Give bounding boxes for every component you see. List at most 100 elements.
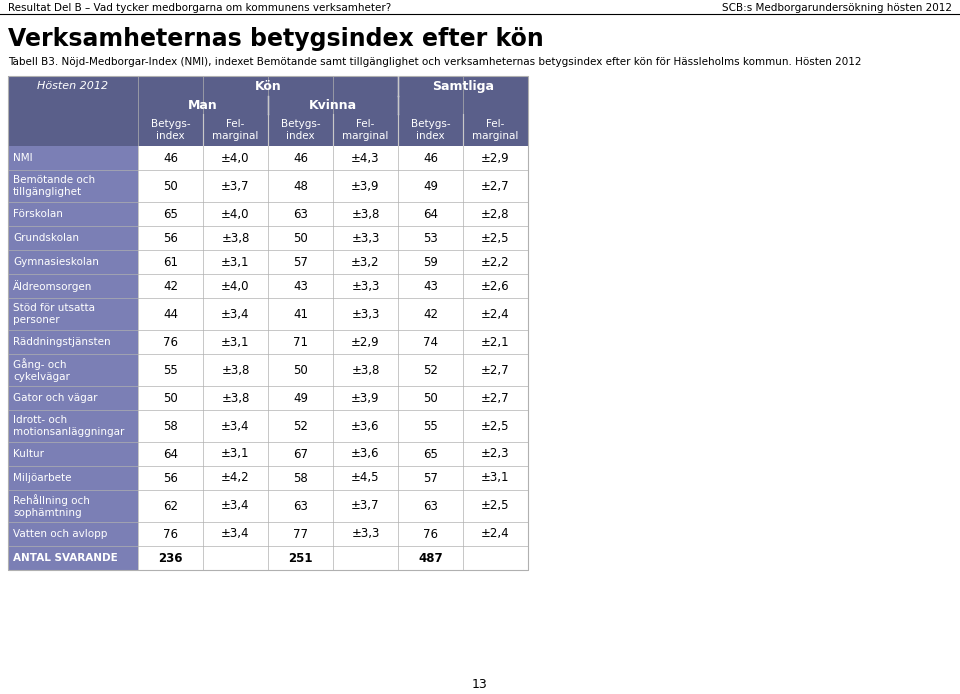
- Bar: [398, 442, 463, 466]
- Text: 57: 57: [293, 255, 308, 269]
- Text: ±2,5: ±2,5: [481, 419, 510, 432]
- Bar: [138, 226, 203, 250]
- Text: Betygs-
index: Betygs- index: [151, 119, 190, 141]
- Text: 44: 44: [163, 307, 178, 321]
- Bar: [333, 298, 398, 330]
- Bar: [138, 546, 203, 570]
- Bar: [463, 114, 528, 146]
- Bar: [268, 114, 333, 146]
- Text: ±2,5: ±2,5: [481, 232, 510, 244]
- Text: 58: 58: [163, 419, 178, 432]
- Bar: [268, 546, 333, 570]
- Text: 41: 41: [293, 307, 308, 321]
- Bar: [463, 298, 528, 330]
- Bar: [138, 76, 398, 96]
- Bar: [203, 114, 268, 146]
- Bar: [8, 202, 138, 226]
- Text: ±3,6: ±3,6: [351, 419, 380, 432]
- Text: ±2,4: ±2,4: [481, 307, 510, 321]
- Bar: [203, 274, 268, 298]
- Text: Gång- och
cykelvägar: Gång- och cykelvägar: [13, 358, 70, 382]
- Text: Rehållning och
sophämtning: Rehållning och sophämtning: [13, 494, 90, 518]
- Text: 487: 487: [419, 552, 443, 564]
- Bar: [398, 114, 463, 146]
- Bar: [463, 226, 528, 250]
- Bar: [8, 250, 138, 274]
- Text: 67: 67: [293, 448, 308, 461]
- Text: ±3,8: ±3,8: [222, 364, 250, 377]
- Bar: [8, 170, 138, 202]
- Text: NMI: NMI: [13, 153, 33, 163]
- Bar: [398, 146, 463, 170]
- Bar: [398, 76, 528, 96]
- Bar: [8, 410, 138, 442]
- Bar: [8, 442, 138, 466]
- Text: 251: 251: [288, 552, 313, 564]
- Text: 236: 236: [158, 552, 182, 564]
- Bar: [138, 298, 203, 330]
- Text: 43: 43: [293, 280, 308, 292]
- Bar: [333, 114, 398, 146]
- Bar: [268, 386, 333, 410]
- Bar: [463, 330, 528, 354]
- Bar: [138, 386, 203, 410]
- Bar: [138, 410, 203, 442]
- Text: Betygs-
index: Betygs- index: [280, 119, 321, 141]
- Bar: [8, 490, 138, 522]
- Bar: [463, 146, 528, 170]
- Bar: [333, 146, 398, 170]
- Text: 46: 46: [163, 151, 178, 164]
- Text: 58: 58: [293, 471, 308, 484]
- Text: ±4,0: ±4,0: [221, 280, 250, 292]
- Bar: [268, 466, 333, 490]
- Text: ±3,4: ±3,4: [221, 500, 250, 512]
- Text: 63: 63: [293, 500, 308, 512]
- Text: ±3,2: ±3,2: [351, 255, 380, 269]
- Text: ±3,1: ±3,1: [221, 255, 250, 269]
- Text: 64: 64: [423, 208, 438, 221]
- Bar: [268, 96, 398, 114]
- Text: 43: 43: [423, 280, 438, 292]
- Text: ±2,9: ±2,9: [351, 335, 380, 348]
- Bar: [203, 226, 268, 250]
- Text: SCB:s Medborgarundersökning hösten 2012: SCB:s Medborgarundersökning hösten 2012: [722, 3, 952, 13]
- Text: Gymnasieskolan: Gymnasieskolan: [13, 257, 99, 267]
- Bar: [333, 170, 398, 202]
- Text: 42: 42: [163, 280, 178, 292]
- Text: ±2,7: ±2,7: [481, 364, 510, 377]
- Text: 50: 50: [163, 180, 178, 192]
- Text: 77: 77: [293, 527, 308, 541]
- Text: ±3,1: ±3,1: [221, 448, 250, 461]
- Bar: [203, 202, 268, 226]
- Bar: [398, 250, 463, 274]
- Bar: [8, 274, 138, 298]
- Bar: [8, 466, 138, 490]
- Bar: [398, 546, 463, 570]
- Text: ±2,7: ±2,7: [481, 180, 510, 192]
- Bar: [463, 490, 528, 522]
- Text: Grundskolan: Grundskolan: [13, 233, 79, 243]
- Text: 63: 63: [423, 500, 438, 512]
- Text: Fel-
marginal: Fel- marginal: [212, 119, 258, 141]
- Bar: [138, 354, 203, 386]
- Text: 53: 53: [423, 232, 438, 244]
- Bar: [8, 546, 138, 570]
- Text: ±3,8: ±3,8: [351, 364, 380, 377]
- Text: 50: 50: [293, 232, 308, 244]
- Text: ±2,9: ±2,9: [481, 151, 510, 164]
- Text: 55: 55: [163, 364, 178, 377]
- Bar: [203, 386, 268, 410]
- Text: 50: 50: [423, 391, 438, 405]
- Bar: [138, 250, 203, 274]
- Text: ±3,7: ±3,7: [351, 500, 380, 512]
- Bar: [268, 170, 333, 202]
- Bar: [203, 442, 268, 466]
- Bar: [203, 522, 268, 546]
- Bar: [138, 490, 203, 522]
- Bar: [463, 274, 528, 298]
- Bar: [203, 466, 268, 490]
- Bar: [8, 354, 138, 386]
- Bar: [398, 466, 463, 490]
- Text: ±3,4: ±3,4: [221, 527, 250, 541]
- Bar: [8, 226, 138, 250]
